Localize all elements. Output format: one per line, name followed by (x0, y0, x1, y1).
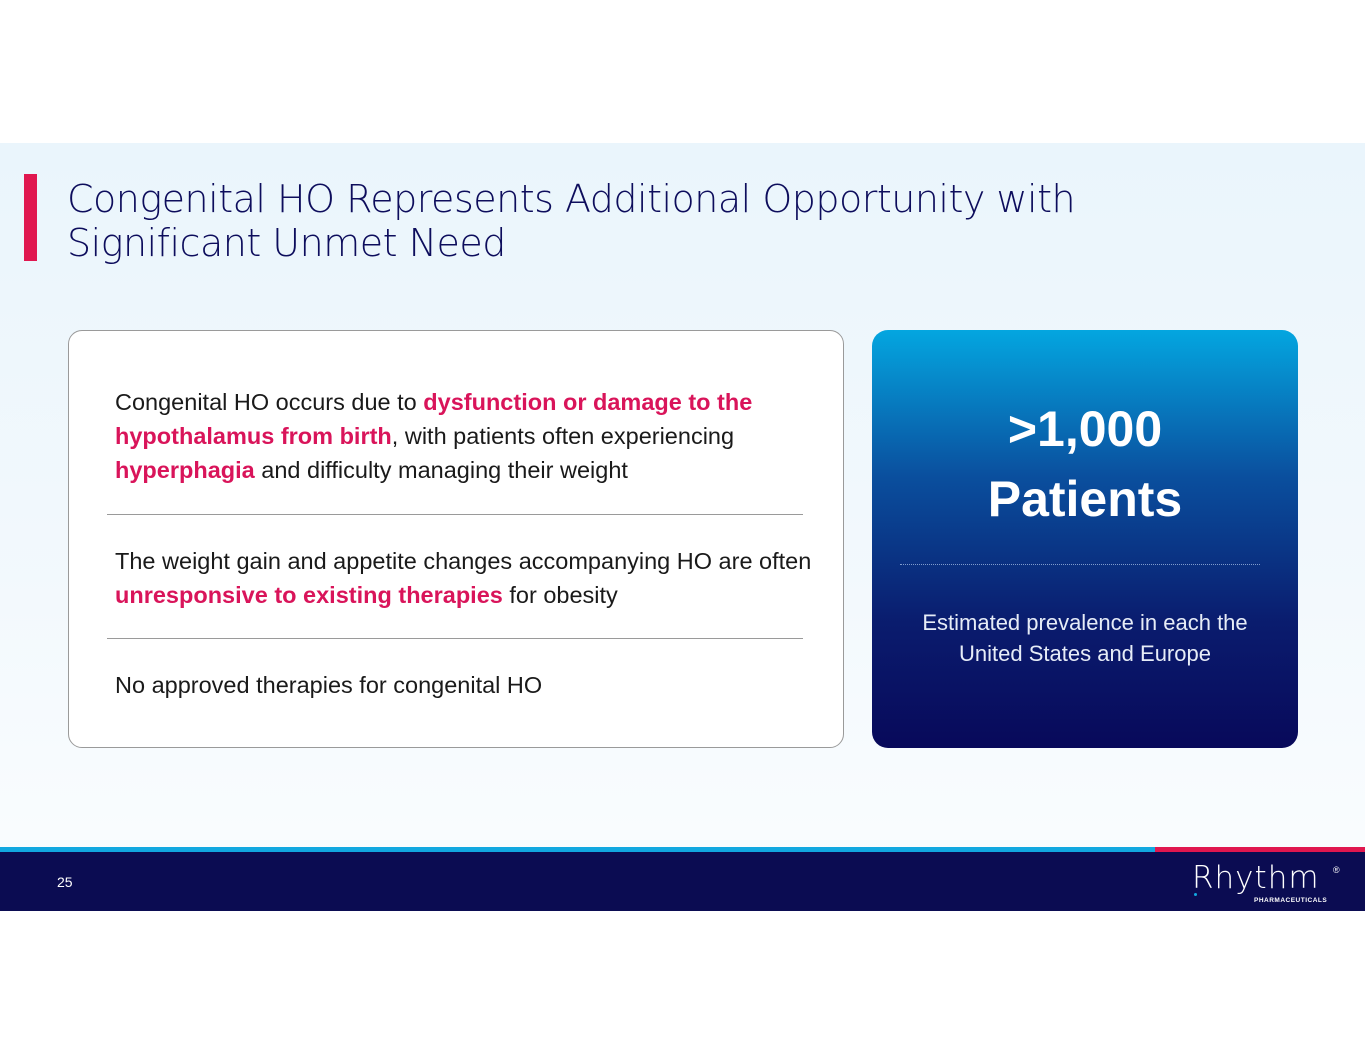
divider (107, 514, 803, 515)
highlighted-text: unresponsive to existing therapies (115, 582, 503, 608)
page-title: Congenital HO Represents Additional Oppo… (67, 177, 1076, 265)
stat-divider (900, 564, 1260, 565)
point-text: The weight gain and appetite changes acc… (115, 548, 812, 574)
logo-dot-icon (1194, 893, 1197, 896)
stat-value: >1,000 (1007, 401, 1163, 457)
rhythm-logo: Rhythm ® PHARMACEUTICALS (1192, 860, 1340, 904)
title-accent-bar (24, 174, 37, 261)
point-text: , with patients often experiencing (391, 423, 735, 449)
divider (107, 638, 803, 639)
stat-block: >1,000 Patients (872, 394, 1298, 534)
highlighted-text: hyperphagia (115, 457, 255, 483)
point-text: for obesity (502, 582, 618, 608)
footer: 25 Rhythm ® PHARMACEUTICALS (0, 852, 1365, 911)
point-text: No approved therapies for congenital HO (115, 672, 543, 698)
stat-card: >1,000 Patients Estimated prevalence in … (872, 330, 1298, 748)
slide: Congenital HO Represents Additional Oppo… (0, 143, 1365, 911)
highlighted-text: dysfunction or damage to the hypothalamu… (115, 389, 753, 449)
page-number: 25 (57, 874, 73, 890)
point-2: The weight gain and appetite changes acc… (115, 544, 815, 612)
point-text: and difficulty managing their weight (254, 457, 628, 483)
stat-description: Estimated prevalence in each the United … (922, 610, 1248, 666)
footer-stripe-cyan (0, 847, 1155, 852)
key-points-card: Congenital HO occurs due to dysfunction … (68, 330, 844, 748)
point-3: No approved therapies for congenital HO (115, 668, 815, 702)
footer-stripe-pink (1155, 847, 1365, 852)
point-text: Congenital HO occurs due to (115, 389, 424, 415)
point-1: Congenital HO occurs due to dysfunction … (115, 385, 815, 487)
stat-label: Patients (987, 471, 1183, 527)
